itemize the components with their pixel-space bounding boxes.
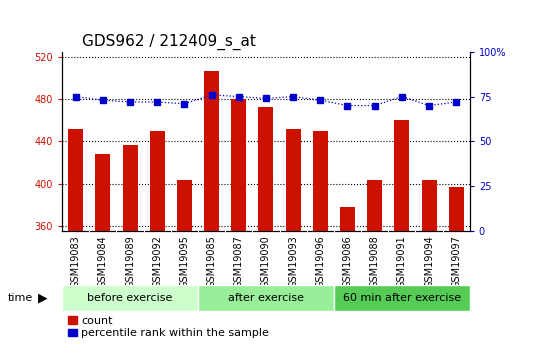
- Bar: [96, 154, 110, 231]
- Text: GSM19094: GSM19094: [424, 235, 434, 288]
- Text: ▶: ▶: [38, 291, 48, 304]
- Text: GSM19086: GSM19086: [342, 235, 353, 288]
- Text: 60 min after exercise: 60 min after exercise: [343, 293, 461, 303]
- Text: GSM19092: GSM19092: [152, 235, 162, 288]
- Bar: [394, 120, 409, 231]
- Text: GSM19085: GSM19085: [207, 235, 217, 288]
- Text: GSM19096: GSM19096: [315, 235, 325, 288]
- Bar: [286, 129, 301, 231]
- Text: before exercise: before exercise: [87, 293, 173, 303]
- Bar: [198, 285, 334, 310]
- Bar: [68, 129, 83, 231]
- Bar: [204, 71, 219, 231]
- Bar: [123, 145, 138, 231]
- Text: GSM19095: GSM19095: [179, 235, 190, 288]
- Legend: count, percentile rank within the sample: count, percentile rank within the sample: [68, 316, 269, 338]
- Text: GSM19093: GSM19093: [288, 235, 298, 288]
- Bar: [334, 285, 470, 310]
- Bar: [449, 187, 464, 231]
- Text: GSM19088: GSM19088: [370, 235, 380, 288]
- Text: GSM19097: GSM19097: [451, 235, 461, 288]
- Text: time: time: [8, 293, 33, 303]
- Text: GSM19083: GSM19083: [71, 235, 80, 288]
- Text: GSM19091: GSM19091: [397, 235, 407, 288]
- Bar: [422, 180, 436, 231]
- Text: GSM19089: GSM19089: [125, 235, 135, 288]
- Text: GDS962 / 212409_s_at: GDS962 / 212409_s_at: [83, 34, 256, 50]
- Bar: [340, 207, 355, 231]
- Text: GSM19087: GSM19087: [234, 235, 244, 288]
- Bar: [367, 180, 382, 231]
- Bar: [150, 131, 165, 231]
- Bar: [259, 107, 273, 231]
- Bar: [177, 180, 192, 231]
- Bar: [62, 285, 198, 310]
- Text: GSM19090: GSM19090: [261, 235, 271, 288]
- Bar: [313, 131, 328, 231]
- Text: after exercise: after exercise: [228, 293, 304, 303]
- Bar: [231, 99, 246, 231]
- Text: GSM19084: GSM19084: [98, 235, 108, 288]
